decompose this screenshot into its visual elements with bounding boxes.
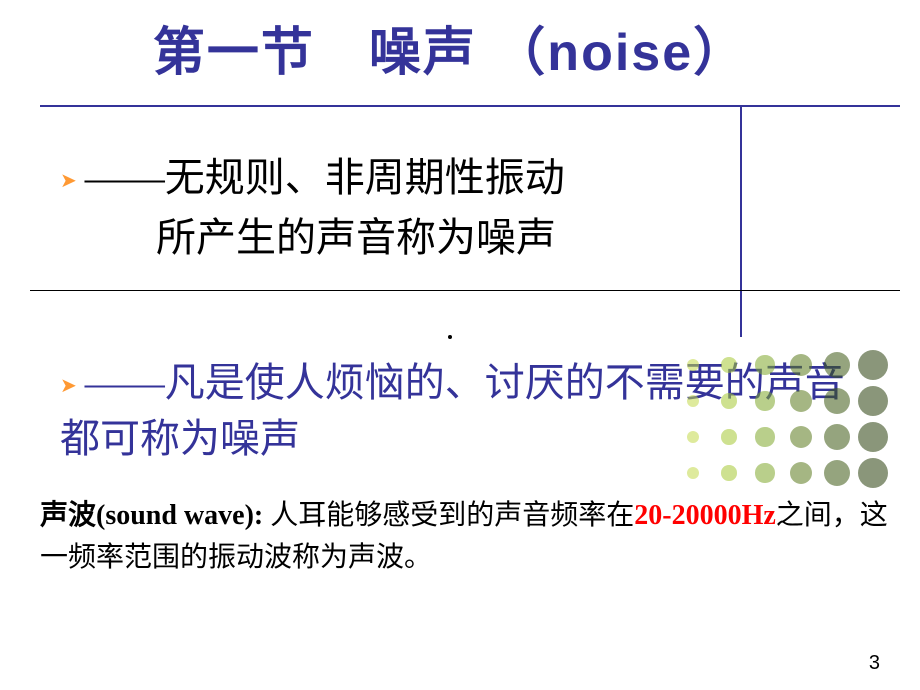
decor-dot bbox=[687, 359, 699, 371]
decor-dot bbox=[824, 424, 850, 450]
dot-grid-decoration bbox=[693, 365, 908, 510]
decor-dot bbox=[755, 355, 774, 374]
decor-dot bbox=[858, 422, 888, 452]
slide: 第一节 噪声 （noise） ➤——无规则、非周期性振动 所产生的声音称为噪声 … bbox=[0, 0, 920, 690]
bullet-1-text-1: ——无规则、非周期性振动 bbox=[85, 155, 565, 200]
decor-dot bbox=[755, 463, 774, 482]
decor-dot bbox=[824, 460, 850, 486]
decor-dot bbox=[687, 431, 699, 443]
decor-dot bbox=[721, 393, 737, 409]
decor-dot bbox=[755, 391, 774, 410]
decor-dot bbox=[824, 388, 850, 414]
decor-dot bbox=[790, 390, 813, 413]
page-number: 3 bbox=[869, 652, 880, 675]
bullet-1-line-1: ➤ ——无规则、非周期性振动 bbox=[60, 148, 760, 208]
decor-dot bbox=[858, 386, 888, 416]
chevron-right-icon: ➤ bbox=[60, 372, 77, 400]
title-underline bbox=[40, 105, 900, 107]
small-dot bbox=[448, 335, 452, 339]
decor-dot bbox=[858, 350, 888, 380]
decor-dot bbox=[790, 426, 813, 449]
bullet-1-text-2: 所产生的声音称为噪声 bbox=[156, 215, 556, 260]
chevron-right-icon: ➤ bbox=[60, 166, 77, 196]
decor-dot bbox=[755, 427, 774, 446]
decor-dot bbox=[858, 458, 888, 488]
slide-title: 第一节 噪声 （noise） bbox=[0, 10, 900, 85]
decor-dot bbox=[790, 462, 813, 485]
decor-dot bbox=[721, 429, 737, 445]
decor-dot bbox=[721, 357, 737, 373]
definition-label: 声波(sound wave): bbox=[40, 500, 263, 531]
bullet-1: ➤ ——无规则、非周期性振动 所产生的声音称为噪声 bbox=[60, 148, 760, 268]
bullet-1-line-2: 所产生的声音称为噪声 bbox=[60, 208, 760, 268]
horizontal-divider bbox=[30, 290, 900, 291]
decor-dot bbox=[721, 465, 737, 481]
decor-dot bbox=[824, 352, 850, 378]
definition-pre: 人耳能够感受到的声音频率在 bbox=[263, 500, 634, 531]
decor-dot bbox=[790, 354, 813, 377]
decor-dot bbox=[687, 467, 699, 479]
decor-dot bbox=[687, 395, 699, 407]
